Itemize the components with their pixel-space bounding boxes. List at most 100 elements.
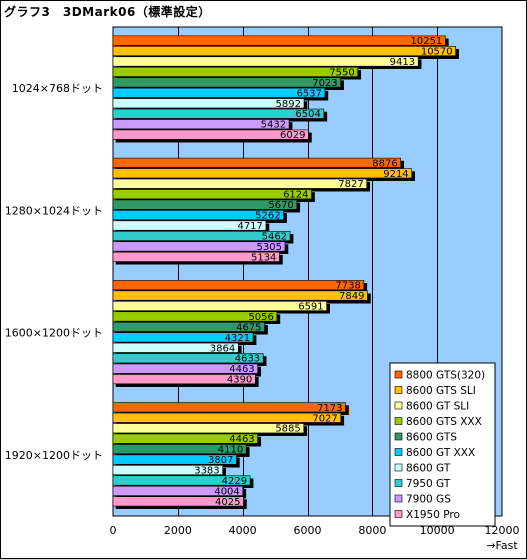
- bar-value-label: 9214: [383, 169, 408, 180]
- bar-value-label: 5885: [275, 424, 300, 435]
- legend-swatch: [394, 494, 403, 503]
- bar-value-label: 7849: [339, 291, 364, 302]
- bar: [112, 444, 247, 455]
- bar: [112, 433, 258, 444]
- legend-swatch: [394, 370, 403, 379]
- legend-swatch: [394, 401, 403, 410]
- bar: [112, 230, 291, 241]
- bar-value-label: 4675: [236, 322, 261, 333]
- bar: [112, 496, 244, 507]
- bar-value-label: 8876: [372, 158, 397, 169]
- bar: [112, 475, 251, 486]
- legend-label: 7900 GS: [406, 494, 451, 506]
- bar-value-label: 7550: [329, 67, 354, 78]
- bar-value-label: 7027: [312, 413, 337, 424]
- bar-value-label: 5056: [248, 312, 273, 323]
- bar-value-label: 4025: [215, 497, 240, 508]
- bar-value-label: 4390: [227, 375, 252, 386]
- bar-value-label: 7827: [338, 179, 363, 190]
- legend-label: X1950 Pro: [406, 509, 460, 521]
- bar-value-label: 10570: [421, 47, 453, 58]
- bar: [112, 251, 280, 262]
- category-label: 1024×768ドット: [12, 82, 103, 95]
- bar: [112, 332, 254, 343]
- bar: [112, 311, 278, 322]
- bar-value-label: 6537: [296, 88, 321, 99]
- x-axis-label: →Fast: [486, 539, 518, 552]
- bar-value-label: 5134: [251, 252, 276, 263]
- bar: [112, 402, 346, 413]
- bar-value-label: 5305: [257, 242, 282, 253]
- bar: [112, 241, 286, 252]
- bar: [112, 119, 290, 130]
- bar-value-label: 6029: [280, 130, 305, 141]
- bar: [112, 178, 368, 189]
- bar: [112, 35, 446, 46]
- bar-value-label: 4717: [237, 221, 262, 232]
- legend-swatch: [394, 432, 403, 441]
- bar-value-label: 5262: [255, 211, 280, 222]
- bar: [112, 66, 359, 77]
- legend-label: 8600 GT: [406, 463, 451, 475]
- bar-value-label: 5432: [261, 120, 286, 131]
- bar: [112, 98, 305, 109]
- legend-label: 8600 GTS XXX: [406, 416, 482, 428]
- bar-value-label: 7738: [335, 281, 360, 292]
- bar: [112, 423, 305, 434]
- legend-label: 8600 GT SLI: [406, 401, 469, 413]
- bar-value-label: 5892: [276, 99, 301, 110]
- bar: [112, 77, 341, 88]
- bar-value-label: 6591: [298, 301, 323, 312]
- bar-value-label: 3864: [210, 343, 235, 354]
- x-tick-label: 0: [110, 524, 117, 537]
- bar: [112, 210, 284, 221]
- bar: [112, 280, 365, 291]
- chart-title: グラフ3 3DMark06（標準設定）: [4, 5, 211, 19]
- bar-value-label: 4004: [214, 486, 239, 497]
- bar-value-label: 4321: [225, 333, 250, 344]
- bar: [112, 220, 267, 231]
- bar-value-label: 3383: [194, 466, 219, 477]
- bar-value-label: 9413: [390, 57, 415, 68]
- legend: [389, 362, 496, 527]
- bar: [112, 465, 223, 476]
- bar: [112, 157, 402, 168]
- legend-label: 8800 GTS(320): [406, 370, 485, 382]
- category-label: 1600×1200ドット: [5, 327, 103, 340]
- bar-value-label: 7173: [317, 403, 342, 414]
- x-tick-label: 10000: [420, 524, 455, 537]
- legend-swatch: [394, 479, 403, 487]
- legend-label: 8600 GTS SLI: [406, 385, 476, 397]
- bar: [112, 189, 312, 200]
- bar-value-label: 4110: [218, 445, 243, 456]
- bar: [112, 108, 325, 119]
- x-tick-label: 6000: [294, 524, 322, 537]
- bar: [112, 129, 309, 140]
- x-tick-label: 8000: [358, 524, 386, 537]
- bar: [112, 199, 298, 210]
- bar: [112, 363, 258, 374]
- bar-value-label: 3807: [208, 455, 233, 466]
- bar: [112, 56, 419, 67]
- x-tick-label: 12000: [485, 524, 520, 537]
- bar: [112, 353, 264, 364]
- bar: [112, 46, 456, 57]
- x-tick-label: 2000: [164, 524, 192, 537]
- legend-swatch: [394, 463, 403, 472]
- bar-value-label: 7023: [312, 78, 337, 89]
- bar-value-label: 4229: [222, 476, 247, 487]
- legend-swatch: [394, 417, 403, 425]
- legend-label: 8600 GTS: [406, 432, 457, 444]
- bar-value-label: 4633: [235, 354, 260, 365]
- bar: [112, 168, 412, 179]
- bar: [112, 454, 237, 465]
- legend-label: 8600 GT XXX: [406, 447, 475, 459]
- bar: [112, 87, 326, 98]
- bar: [112, 412, 342, 423]
- bar-value-label: 10251: [410, 36, 442, 47]
- legend-swatch: [394, 386, 403, 394]
- bar: [112, 485, 244, 496]
- bar: [112, 342, 239, 353]
- bar-value-label: 4463: [229, 364, 254, 375]
